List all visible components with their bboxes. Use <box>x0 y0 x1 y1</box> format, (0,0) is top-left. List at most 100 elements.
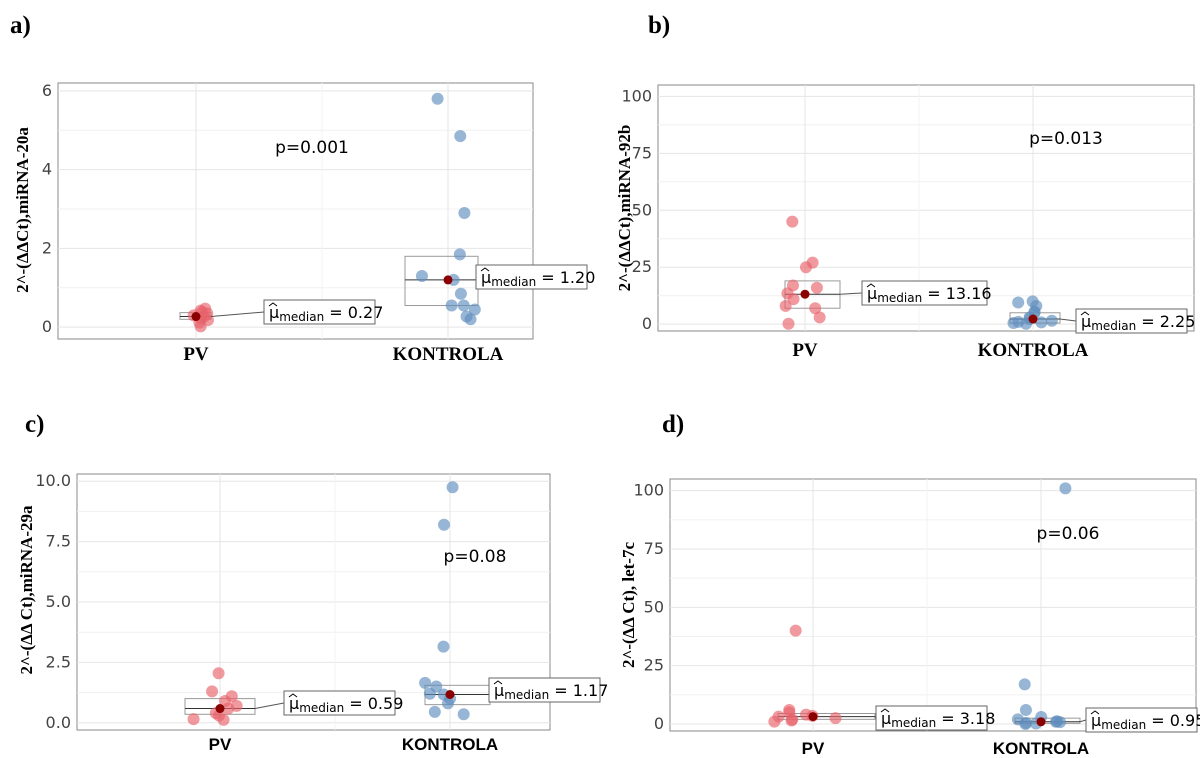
mu-hat <box>493 680 503 685</box>
y-tick-label: 6 <box>42 81 52 100</box>
data-point <box>1059 482 1072 495</box>
data-point <box>230 699 243 712</box>
median-label-box <box>488 677 601 703</box>
y-tick-label: 100 <box>633 481 664 500</box>
x-category-label: PV <box>209 735 232 754</box>
data-point <box>1045 314 1058 327</box>
panel-letter: a) <box>10 12 31 39</box>
median-label: μmedian = 2.25 <box>1081 312 1195 333</box>
data-point <box>458 206 471 219</box>
median-label: μmedian = 3.18 <box>881 709 995 730</box>
median-label-box <box>263 299 376 325</box>
median-marker <box>443 275 453 285</box>
x-category-label: KONTROLA <box>402 735 498 754</box>
data-point <box>446 481 459 494</box>
data-point <box>786 279 799 292</box>
median-label: μmedian = 0.27 <box>269 303 383 324</box>
p-value-annotation: p=0.013 <box>1029 129 1103 149</box>
mu-hat <box>1080 311 1090 316</box>
median-label-connector <box>839 292 863 295</box>
chart-panel-b: b) 0 25 50 75 100 2^-(ΔΔCt),miRNA-92b PV KONTROL… <box>615 12 1195 361</box>
y-tick-label: 75 <box>644 539 664 558</box>
y-tick-label: 25 <box>632 257 652 276</box>
data-point <box>772 710 785 723</box>
data-point <box>1035 316 1048 329</box>
median-label: μmedian = 13.16 <box>867 284 992 305</box>
data-point <box>431 92 444 105</box>
data-point <box>782 317 795 330</box>
median-label-connector <box>210 311 265 318</box>
data-point <box>212 667 225 680</box>
y-axis-label: 2^-(ΔΔCt),miRNA-20a <box>13 127 32 293</box>
data-point <box>206 685 219 698</box>
data-point <box>1019 704 1032 716</box>
y-tick-label: 25 <box>644 656 664 675</box>
data-point <box>789 624 802 637</box>
y-tick-label: 7.5 <box>46 532 71 551</box>
median-marker <box>445 689 455 699</box>
median-marker <box>191 312 201 322</box>
data-point <box>786 215 799 228</box>
plot-frame <box>57 82 534 340</box>
data-point <box>1011 713 1024 726</box>
x-category-label: KONTROLA <box>993 739 1089 758</box>
y-tick-label: 2 <box>42 238 52 257</box>
x-category-label: PV <box>183 344 209 365</box>
data-point <box>445 299 458 312</box>
median-label-box <box>875 705 988 731</box>
y-axis-label: 2^-(ΔΔCt),miRNA-92b <box>615 125 634 292</box>
panel-letter: c) <box>25 411 44 438</box>
p-value-annotation: p=0.08 <box>444 547 507 567</box>
median-marker <box>808 712 818 722</box>
x-category-label: PV <box>792 340 818 361</box>
data-point <box>453 248 466 261</box>
data-point <box>1026 295 1039 308</box>
data-point <box>428 705 441 718</box>
median-label-connector <box>1079 719 1087 723</box>
data-point <box>779 299 792 312</box>
data-point <box>810 281 823 294</box>
data-point <box>813 311 826 324</box>
chart-panel-d: d) 0 25 50 75 100 2^-(ΔΔ Ct), let-7c PV KONTROLA… <box>619 411 1200 758</box>
data-point <box>415 269 428 282</box>
y-tick-label: 50 <box>632 200 652 219</box>
y-tick-label: 100 <box>621 86 652 105</box>
data-point <box>1018 678 1031 691</box>
median-label-box <box>283 690 396 716</box>
median-label-box <box>861 280 988 306</box>
median-marker <box>1028 314 1038 324</box>
y-tick-label: 0 <box>642 314 652 333</box>
median-label-connector <box>254 702 285 709</box>
y-tick-label: 75 <box>632 143 652 162</box>
y-tick-label: 10.0 <box>35 471 71 490</box>
y-tick-label: 5.0 <box>46 592 71 611</box>
data-point <box>1012 296 1025 309</box>
panel-letter: d) <box>662 411 684 438</box>
mu-hat <box>268 302 278 307</box>
data-point <box>460 310 473 323</box>
data-point <box>437 640 450 653</box>
mu-hat <box>288 693 298 698</box>
median-label: μmedian = 0.59 <box>289 694 403 715</box>
median-marker <box>215 704 225 714</box>
y-tick-label: 4 <box>42 160 52 179</box>
median-label: μmedian = 1.20 <box>481 268 595 289</box>
data-point <box>419 676 432 689</box>
y-tick-label: 0 <box>654 714 664 733</box>
data-point <box>199 302 212 315</box>
chart-panel-a: a) 0 2 4 6 2^-(ΔΔCt),miRNA-20a PV KONTROLA p=0.0… <box>10 12 595 365</box>
y-tick-label: 0 <box>42 317 52 336</box>
data-point <box>806 256 819 269</box>
y-axis-label: 2^-(ΔΔ Ct),miRNA-29a <box>17 505 36 675</box>
p-value-annotation: p=0.001 <box>275 138 349 158</box>
x-category-label: KONTROLA <box>393 344 504 365</box>
mu-hat <box>480 267 490 272</box>
x-category-label: PV <box>802 739 825 758</box>
y-tick-label: 50 <box>644 597 664 616</box>
y-axis-label: 2^-(ΔΔ Ct), let-7c <box>619 542 638 669</box>
data-point <box>829 712 842 725</box>
mu-hat <box>1090 710 1100 715</box>
mu-hat <box>866 283 876 288</box>
median-label-box <box>475 264 588 290</box>
